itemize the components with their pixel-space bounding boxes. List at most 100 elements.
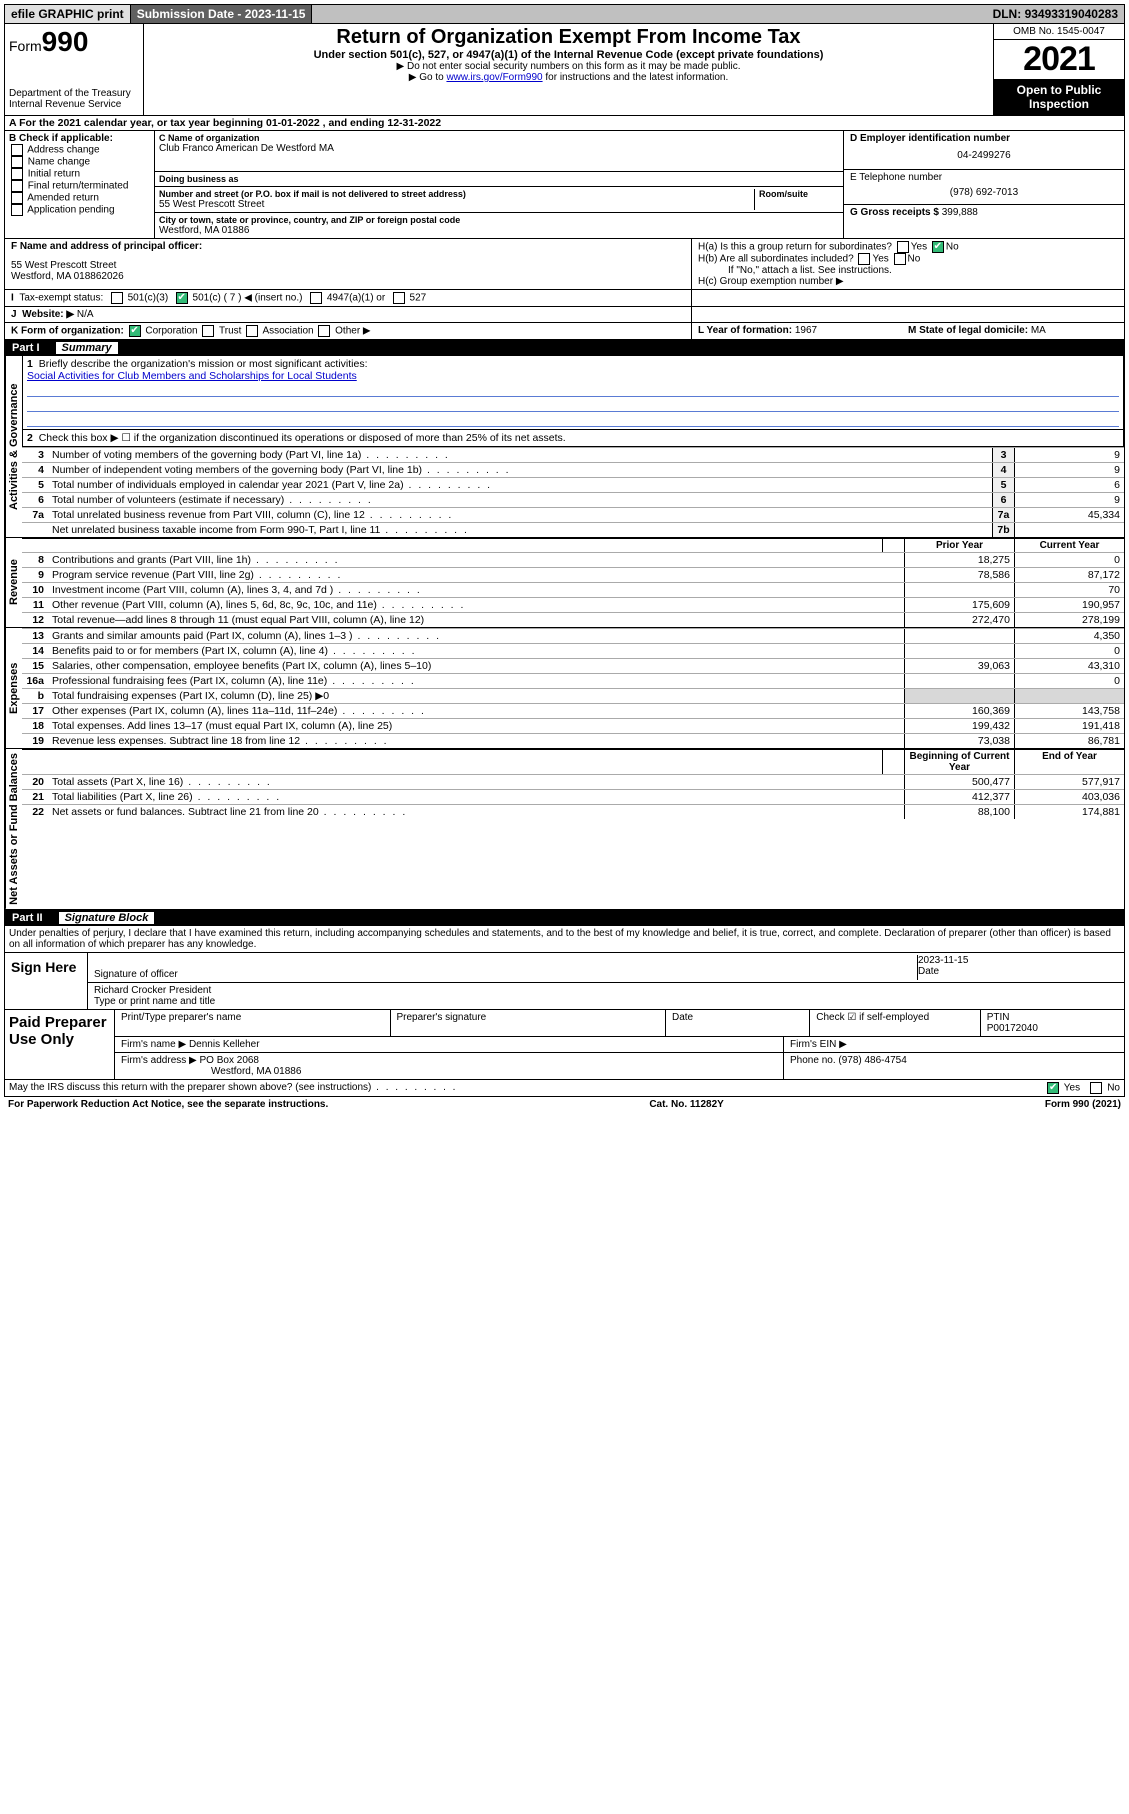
l4-val: 9 bbox=[1014, 463, 1124, 477]
l10-num: 10 bbox=[22, 583, 48, 597]
ptin-label: PTIN bbox=[987, 1012, 1010, 1023]
l6-desc: Total number of volunteers (estimate if … bbox=[48, 493, 992, 507]
c-dba-row: Doing business as bbox=[155, 172, 843, 187]
cb-app-pending[interactable]: Application pending bbox=[9, 204, 150, 216]
sig-line-1: Signature of officer 2023-11-15Date bbox=[88, 953, 1124, 983]
part2-title: Signature Block bbox=[59, 912, 155, 924]
cb-address-change[interactable]: Address change bbox=[9, 144, 150, 156]
l12-desc: Total revenue—add lines 8 through 11 (mu… bbox=[48, 613, 882, 627]
b-item-4: Amended return bbox=[27, 193, 99, 204]
line-22: 22Net assets or fund balances. Subtract … bbox=[22, 804, 1124, 819]
l12-prior: 272,470 bbox=[904, 613, 1014, 627]
self-emp-check: Check ☑ if self-employed bbox=[810, 1010, 981, 1036]
l22-desc: Net assets or fund balances. Subtract li… bbox=[48, 805, 882, 819]
header-mid: Return of Organization Exempt From Incom… bbox=[144, 24, 993, 115]
cb-amended[interactable]: Amended return bbox=[9, 192, 150, 204]
officer-name: Richard Crocker President bbox=[94, 985, 1118, 996]
col-d: D Employer identification number 04-2499… bbox=[844, 131, 1124, 238]
l9-num: 9 bbox=[22, 568, 48, 582]
top-bar: efile GRAPHIC print Submission Date - 20… bbox=[4, 4, 1125, 24]
discuss-row: May the IRS discuss this return with the… bbox=[4, 1080, 1125, 1097]
l3-num: 3 bbox=[22, 448, 48, 462]
firm-name: Dennis Kelleher bbox=[189, 1039, 260, 1050]
b-item-1: Name change bbox=[28, 157, 90, 168]
l14-desc: Benefits paid to or for members (Part IX… bbox=[48, 644, 882, 658]
l16b-num: b bbox=[22, 689, 48, 703]
city-label: City or town, state or province, country… bbox=[159, 215, 839, 225]
l7b-desc: Net unrelated business taxable income fr… bbox=[48, 523, 992, 537]
cb-name-change[interactable]: Name change bbox=[9, 156, 150, 168]
l21-desc: Total liabilities (Part X, line 26) bbox=[48, 790, 882, 804]
col-current: Current Year bbox=[1014, 539, 1124, 552]
vert-expenses: Expenses bbox=[5, 628, 22, 748]
l18-num: 18 bbox=[22, 719, 48, 733]
l16b-prior bbox=[904, 689, 1014, 703]
efile-print-btn[interactable]: efile GRAPHIC print bbox=[5, 5, 131, 23]
sig-date-value: 2023-11-15 bbox=[918, 955, 1118, 966]
l11-prior: 175,609 bbox=[904, 598, 1014, 612]
firm-ein-label: Firm's EIN ▶ bbox=[784, 1037, 1124, 1052]
firm-name-label: Firm's name ▶ bbox=[121, 1039, 186, 1050]
signature-block: Under penalties of perjury, I declare th… bbox=[4, 926, 1125, 1010]
l7a-val: 45,334 bbox=[1014, 508, 1124, 522]
l11-desc: Other revenue (Part VIII, column (A), li… bbox=[48, 598, 882, 612]
part1-num: Part I bbox=[12, 342, 40, 354]
line-16a: 16aProfessional fundraising fees (Part I… bbox=[22, 673, 1124, 688]
tax-year: 2021 bbox=[994, 40, 1124, 79]
cb-final-return[interactable]: Final return/terminated bbox=[9, 180, 150, 192]
l16a-prior bbox=[904, 674, 1014, 688]
firm-addr2: Westford, MA 01886 bbox=[121, 1066, 301, 1077]
irs-link[interactable]: www.irs.gov/Form990 bbox=[446, 72, 542, 83]
line-9: 9Program service revenue (Part VIII, lin… bbox=[22, 567, 1124, 582]
pra-notice: For Paperwork Reduction Act Notice, see … bbox=[8, 1099, 328, 1110]
l16b-curr bbox=[1014, 689, 1124, 703]
rev-col-hdr: Prior YearCurrent Year bbox=[22, 538, 1124, 552]
line-7b: Net unrelated business taxable income fr… bbox=[22, 522, 1124, 537]
rev-body: Prior YearCurrent Year 8Contributions an… bbox=[22, 538, 1124, 627]
cb-initial-return[interactable]: Initial return bbox=[9, 168, 150, 180]
j-label: Website: ▶ bbox=[22, 309, 74, 320]
bottom-line: For Paperwork Reduction Act Notice, see … bbox=[4, 1097, 1125, 1112]
line-14: 14Benefits paid to or for members (Part … bbox=[22, 643, 1124, 658]
street-address: 55 West Prescott Street bbox=[159, 199, 754, 210]
l9-curr: 87,172 bbox=[1014, 568, 1124, 582]
l17-num: 17 bbox=[22, 704, 48, 718]
l17-desc: Other expenses (Part IX, column (A), lin… bbox=[48, 704, 882, 718]
l7a-desc: Total unrelated business revenue from Pa… bbox=[48, 508, 992, 522]
col-prior: Prior Year bbox=[904, 539, 1014, 552]
l13-num: 13 bbox=[22, 629, 48, 643]
mission-link[interactable]: Social Activities for Club Members and S… bbox=[27, 370, 357, 382]
row-klm: K Form of organization: Corporation Trus… bbox=[4, 323, 1125, 340]
col-boy: Beginning of Current Year bbox=[904, 750, 1014, 774]
l7a-num: 7a bbox=[22, 508, 48, 522]
ein-label: D Employer identification number bbox=[850, 133, 1118, 144]
dln: DLN: 93493319040283 bbox=[987, 5, 1124, 23]
bcd-grid: B Check if applicable: Address change Na… bbox=[4, 131, 1125, 239]
b-item-5: Application pending bbox=[27, 205, 114, 216]
dln-value: 93493319040283 bbox=[1025, 7, 1118, 21]
vert-revenue: Revenue bbox=[5, 538, 22, 627]
line-8: 8Contributions and grants (Part VIII, li… bbox=[22, 552, 1124, 567]
addr-label: Number and street (or P.O. box if mail i… bbox=[159, 189, 754, 199]
h-note: If "No," attach a list. See instructions… bbox=[698, 265, 1118, 276]
l19-num: 19 bbox=[22, 734, 48, 748]
line-4: 4Number of independent voting members of… bbox=[22, 462, 1124, 477]
paid-row-3: Firm's address ▶ PO Box 2068Westford, MA… bbox=[115, 1053, 1124, 1079]
l8-num: 8 bbox=[22, 553, 48, 567]
l15-num: 15 bbox=[22, 659, 48, 673]
l4-box: 4 bbox=[992, 463, 1014, 477]
line-15: 15Salaries, other compensation, employee… bbox=[22, 658, 1124, 673]
b-item-0: Address change bbox=[27, 145, 99, 156]
dba-label: Doing business as bbox=[159, 174, 839, 184]
l14-num: 14 bbox=[22, 644, 48, 658]
l13-desc: Grants and similar amounts paid (Part IX… bbox=[48, 629, 882, 643]
dept-treasury: Department of the Treasury bbox=[9, 88, 139, 99]
sig-line-2: Richard Crocker PresidentType or print n… bbox=[88, 983, 1124, 1009]
col-b: B Check if applicable: Address change Na… bbox=[5, 131, 155, 238]
subtitle-1: Under section 501(c), 527, or 4947(a)(1)… bbox=[148, 49, 989, 61]
sig-date-label: Date bbox=[918, 966, 1118, 977]
paid-label: Paid Preparer Use Only bbox=[5, 1010, 115, 1079]
c-addr-row: Number and street (or P.O. box if mail i… bbox=[155, 187, 843, 213]
l6-num: 6 bbox=[22, 493, 48, 507]
header-right: OMB No. 1545-0047 2021 Open to Public In… bbox=[993, 24, 1124, 115]
